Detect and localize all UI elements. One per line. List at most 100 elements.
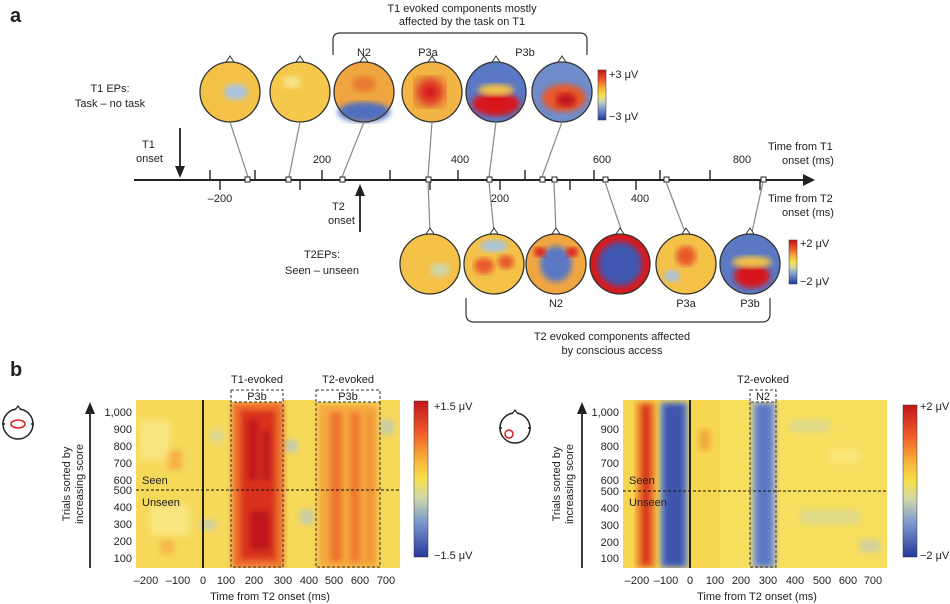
svg-text:500: 500 <box>114 485 132 497</box>
t1-tick-200: 200 <box>313 154 331 166</box>
right-yticks: 1,000 900 800 700 600 500 400 300 200 10… <box>591 407 619 565</box>
t2-connectors <box>427 181 764 233</box>
svg-text:700: 700 <box>864 575 882 587</box>
t2-scalp-maps <box>399 227 781 295</box>
svg-text:500: 500 <box>813 575 831 587</box>
svg-text:1,000: 1,000 <box>591 407 619 419</box>
svg-text:100: 100 <box>217 575 235 587</box>
svg-text:600: 600 <box>351 575 369 587</box>
t2-label-p3b: P3b <box>740 298 760 310</box>
svg-text:600: 600 <box>114 475 132 487</box>
svg-text:100: 100 <box>114 553 132 565</box>
t2-label-n2: N2 <box>549 298 563 310</box>
t2-footer-bracket <box>465 298 771 323</box>
t2-row-label-2: Seen – unseen <box>285 265 359 277</box>
svg-text:300: 300 <box>601 520 619 532</box>
t1-label-p3b: P3b <box>515 47 535 59</box>
svg-text:–100: –100 <box>166 575 190 587</box>
svg-text:–200: –200 <box>134 575 158 587</box>
t1-scalp-map-2 <box>269 55 331 123</box>
t2-axis-title-1: Time from T2 <box>768 193 833 205</box>
t2-scalp-map-p3b <box>719 227 781 295</box>
t1-colorbar <box>597 69 607 121</box>
svg-text:increasing score: increasing score <box>74 444 86 524</box>
right-seen-label: Seen <box>629 475 655 487</box>
t1-onset-2: onset <box>136 153 163 165</box>
svg-text:100: 100 <box>706 575 724 587</box>
right-colorbar-max: +2 μV <box>920 401 950 413</box>
left-box1-title: T1-evoked <box>231 374 283 386</box>
svg-text:Trials sorted by: Trials sorted by <box>61 446 73 521</box>
left-seen-label: Seen <box>142 475 168 487</box>
t1-row-label-2: Task – no task <box>75 98 146 110</box>
svg-text:0: 0 <box>200 575 206 587</box>
svg-text:500: 500 <box>325 575 343 587</box>
t2-onset-2: onset <box>328 215 355 227</box>
svg-text:200: 200 <box>732 575 750 587</box>
svg-text:400: 400 <box>300 575 318 587</box>
head-icon-right <box>499 409 531 444</box>
right-unseen-label: Unseen <box>629 497 667 509</box>
t1-tick-800: 800 <box>733 154 751 166</box>
t2-scalp-map-1 <box>399 227 461 295</box>
right-colorbar-min: −2 μV <box>920 550 950 562</box>
t2-colorbar <box>788 239 798 285</box>
t1-header-line1: T1 evoked components mostly <box>387 3 537 15</box>
right-ylabel: Trials sorted by increasing score <box>551 402 587 568</box>
t2-ticks-marks <box>219 180 761 190</box>
right-xticks: –200 –100 0 100 200 300 400 500 600 700 <box>625 575 882 587</box>
t2-axis-title-2: onset (ms) <box>782 207 834 219</box>
t2-scalp-map-n2 <box>525 227 587 295</box>
t2-colorbar-min: −2 μV <box>800 276 830 288</box>
svg-text:–200: –200 <box>625 575 649 587</box>
right-box-title: T2-evoked <box>737 374 789 386</box>
svg-text:Trials sorted by: Trials sorted by <box>551 446 563 521</box>
t2-colorbar-max: +2 μV <box>800 238 830 250</box>
t1-axis-title-2: onset (ms) <box>782 155 834 167</box>
head-icon-left <box>2 405 34 440</box>
t1-ticks-marks <box>209 170 711 180</box>
t2-footer-line1: T2 evoked components affected <box>534 331 690 343</box>
t1-header-bracket <box>332 32 588 55</box>
t1-scalp-map-p3a <box>401 55 463 123</box>
svg-text:300: 300 <box>759 575 777 587</box>
svg-text:400: 400 <box>601 503 619 515</box>
left-box2-label: P3b <box>338 391 358 403</box>
t1-colorbar-min: −3 μV <box>609 111 639 123</box>
svg-text:increasing score: increasing score <box>564 444 576 524</box>
t2-scalp-map-4 <box>589 227 651 295</box>
t2-row-label-1: T2EPs: <box>304 249 340 261</box>
t1-scalp-map-1 <box>199 55 261 123</box>
axis-markers <box>244 176 767 183</box>
t1-header-line2: affected by the task on T1 <box>399 16 525 28</box>
t1-scalp-maps <box>199 55 593 123</box>
t1-label-p3a: P3a <box>418 47 438 59</box>
t1-tick-600: 600 <box>593 154 611 166</box>
svg-text:700: 700 <box>601 458 619 470</box>
svg-text:800: 800 <box>601 441 619 453</box>
svg-text:700: 700 <box>377 575 395 587</box>
svg-text:900: 900 <box>114 424 132 436</box>
left-yticks: 1,000 900 800 700 600 500 400 300 200 10… <box>104 407 132 565</box>
t1-scalp-map-p3b-1 <box>465 55 527 123</box>
svg-text:200: 200 <box>601 537 619 549</box>
svg-text:1,000: 1,000 <box>104 407 132 419</box>
svg-text:400: 400 <box>786 575 804 587</box>
svg-text:–100: –100 <box>654 575 678 587</box>
t2-label-p3a: P3a <box>676 298 696 310</box>
right-xlabel: Time from T2 onset (ms) <box>697 591 817 603</box>
t1-scalp-map-p3b-2 <box>531 55 593 123</box>
t2-tick-minus200: –200 <box>208 193 232 205</box>
t2-onset-1: T2 <box>332 201 345 213</box>
right-colorbar <box>902 404 918 558</box>
left-colorbar <box>413 400 429 558</box>
left-unseen-label: Unseen <box>142 497 180 509</box>
t2-footer-line2: by conscious access <box>562 345 663 357</box>
left-xlabel: Time from T2 onset (ms) <box>210 591 330 603</box>
svg-text:300: 300 <box>274 575 292 587</box>
left-ylabel: Trials sorted by increasing score <box>61 402 95 568</box>
panel-b-letter: b <box>10 359 22 381</box>
t2-tick-400: 400 <box>631 193 649 205</box>
right-heatmap <box>623 400 887 568</box>
